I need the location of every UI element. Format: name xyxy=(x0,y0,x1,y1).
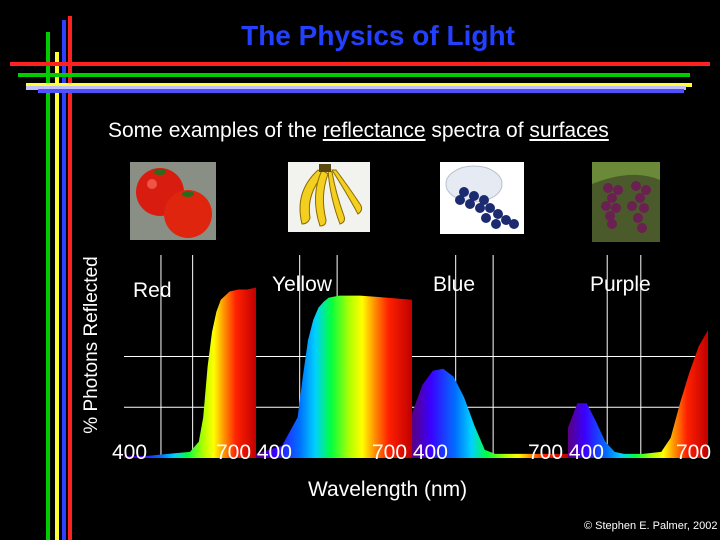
decor-stripe-lavender-h xyxy=(26,86,686,90)
reflectance-area-purple xyxy=(568,330,708,458)
decor-stripe-blue xyxy=(62,20,66,540)
x-tick-label: 700 400 xyxy=(372,441,448,464)
reflectance-area-yellow xyxy=(256,295,412,458)
panel-red xyxy=(124,255,256,458)
decor-stripe-red xyxy=(68,16,72,540)
decor-stripe-blue-h xyxy=(38,89,684,93)
panel-yellow xyxy=(256,255,412,458)
tomatoes-photo xyxy=(130,162,216,240)
panel-purple xyxy=(568,255,708,458)
bananas-photo xyxy=(288,162,370,232)
decor-stripe-green xyxy=(46,32,50,540)
series-label-yellow: Yellow xyxy=(272,273,332,296)
grapes-photo xyxy=(592,162,660,242)
x-axis-label: Wavelength (nm) xyxy=(308,478,468,501)
decor-stripe-red-h xyxy=(10,62,710,66)
series-label-blue: Blue xyxy=(433,273,476,296)
decor-stripe-yellow xyxy=(55,52,59,540)
x-tick-label: 700 xyxy=(676,441,712,464)
x-tick-label: 400 xyxy=(112,441,148,464)
decor-stripe-green-h xyxy=(18,73,690,77)
panel-blue xyxy=(412,255,568,458)
decor-stripe-yellow-h xyxy=(26,83,692,87)
surfaces-link[interactable]: surfaces xyxy=(529,119,609,142)
subtitle-text: Some examples of the xyxy=(108,119,323,142)
x-tick-label: 700 400 xyxy=(216,441,292,464)
series-label-red: Red xyxy=(133,279,172,302)
subtitle-text-2: spectra of xyxy=(425,119,530,142)
subtitle: Some examples of the reflectance spectra… xyxy=(108,119,609,143)
y-axis-label: % Photons Reflected xyxy=(81,256,102,434)
x-tick-label: 700 400 xyxy=(528,441,604,464)
reflectance-area-blue xyxy=(412,368,568,458)
reflectance-area-red xyxy=(124,287,256,458)
series-label-purple: Purple xyxy=(590,273,651,296)
copyright-text: © Stephen E. Palmer, 2002 xyxy=(584,520,718,532)
reflectance-link[interactable]: reflectance xyxy=(322,119,426,142)
blueberries-photo xyxy=(440,162,524,234)
page-title: The Physics of Light xyxy=(241,20,515,51)
